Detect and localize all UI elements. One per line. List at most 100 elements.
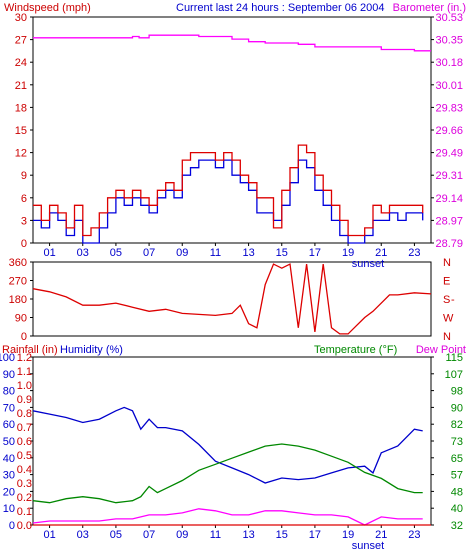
- temperature-y-tick-label: 107: [445, 369, 463, 381]
- x-tick-label: 09: [176, 247, 188, 259]
- barometer-y-tick-label: 29.66: [435, 125, 463, 137]
- windspeed-y-tick-label: 24: [15, 57, 27, 69]
- compass-label: W: [443, 313, 454, 325]
- rainfall-y-tick-label: 0.9: [17, 394, 32, 406]
- windspeed-y-tick-label: 6: [21, 193, 27, 205]
- rainfall-y-tick-label: 0.4: [17, 464, 32, 476]
- rainfall-y-tick-label: 0.1: [17, 506, 32, 518]
- windspeed-panel-series: [33, 34, 431, 244]
- rainfall-y-tick-label: 0.0: [17, 520, 32, 532]
- humidity-y-tick-label: 100: [0, 352, 15, 364]
- rainfall-y-tick-label: 0.5: [17, 450, 32, 462]
- humidity-axis-label: Humidity (%): [60, 344, 123, 356]
- humidity-panel-series: [32, 406, 431, 526]
- x-tick-label: 11: [210, 247, 221, 259]
- humidity-y-tick-label: 50: [3, 436, 15, 448]
- humidity-y-tick-label: 60: [3, 419, 15, 431]
- wind_dir-line: [32, 263, 432, 335]
- humidity-y-tick-label: 80: [3, 386, 15, 398]
- rainfall-y-tick-label: 1.0: [17, 380, 32, 392]
- barometer-y-tick-label: 29.31: [435, 170, 463, 182]
- barometer-line: [33, 34, 431, 52]
- windspeed-y-tick-label: 15: [15, 125, 27, 137]
- x-tick-label: 19: [342, 247, 354, 259]
- x-tick-label: 15: [276, 247, 288, 259]
- x-tick-label: 07: [143, 247, 155, 259]
- humidity-line: [32, 406, 423, 484]
- x-tick-label: 07: [143, 529, 155, 541]
- direction-y-tick-label: 360: [9, 257, 27, 269]
- barometer-y-tick-label: 30.35: [435, 35, 463, 47]
- rainfall-y-tick-label: 0.2: [17, 492, 32, 504]
- temperature-y-tick-label: 65: [451, 453, 463, 465]
- humidity-y-tick-label: 70: [3, 402, 15, 414]
- barometer-y-tick-label: 29.83: [435, 102, 463, 114]
- windspeed-y-tick-label: 18: [15, 102, 27, 114]
- temperature-y-tick-label: 115: [445, 352, 463, 364]
- temperature-y-tick-label: 32: [451, 520, 463, 532]
- compass-label: N: [443, 257, 451, 269]
- humidity-panel-ticks: 01020304050607080901000.00.10.20.30.40.5…: [0, 352, 463, 551]
- compass-label: N: [443, 331, 451, 343]
- barometer-y-tick-label: 29.14: [435, 193, 463, 205]
- rainfall-y-tick-label: 1.2: [17, 352, 32, 364]
- x-tick-label: 17: [309, 247, 321, 259]
- temperature-y-tick-label: 73: [451, 436, 463, 448]
- temperature-y-tick-label: 48: [451, 486, 463, 498]
- x-tick-label: 21: [375, 247, 387, 259]
- compass-label: E: [443, 276, 450, 288]
- x-tick-label: 01: [43, 247, 55, 259]
- temperature-y-tick-label: 40: [451, 503, 463, 515]
- rainfall-y-tick-label: 1.1: [17, 366, 32, 378]
- barometer-y-tick-label: 30.18: [435, 57, 463, 69]
- direction-panel-series: [32, 263, 432, 335]
- humidity-y-tick-label: 20: [3, 486, 15, 498]
- x-tick-label: 13: [242, 529, 254, 541]
- windspeed-axis-label: Windspeed (mph): [4, 2, 91, 14]
- temperature-y-tick-label: 82: [451, 419, 463, 431]
- x-tick-label: 05: [110, 247, 122, 259]
- x-tick-label: 05: [110, 529, 122, 541]
- direction-y-tick-label: 270: [9, 276, 27, 288]
- windspeed-y-tick-label: 0: [21, 238, 27, 250]
- windspeed-y-tick-label: 3: [21, 215, 27, 227]
- dew-point-axis-label: Dew Point: [416, 344, 466, 356]
- windspeed-y-tick-label: 27: [15, 35, 27, 47]
- humidity-y-tick-label: 30: [3, 470, 15, 482]
- direction-y-tick-label: 0: [21, 331, 27, 343]
- humidity-y-tick-label: 0: [9, 520, 15, 532]
- windspeed-y-tick-label: 9: [21, 170, 27, 182]
- barometer-y-tick-label: 28.97: [435, 215, 463, 227]
- temperature-y-tick-label: 98: [451, 386, 463, 398]
- x-tick-label: 03: [77, 247, 89, 259]
- sunset-label: sunset: [352, 540, 384, 551]
- temperature-line: [32, 443, 423, 504]
- windspeed-y-tick-label: 30: [15, 12, 27, 24]
- x-tick-label: 15: [276, 529, 288, 541]
- humidity-y-tick-label: 90: [3, 369, 15, 381]
- compass-dash: -: [451, 294, 455, 306]
- windspeed-y-tick-label: 21: [15, 80, 27, 92]
- chart-title: Current last 24 hours : September 06 200…: [176, 2, 385, 14]
- barometer-y-tick-label: 28.79: [435, 238, 463, 250]
- rainfall-y-tick-label: 0.6: [17, 436, 32, 448]
- direction-y-tick-label: 90: [15, 313, 27, 325]
- temperature-y-tick-label: 90: [451, 402, 463, 414]
- sunset-label: sunset: [352, 258, 384, 270]
- barometer-y-tick-label: 30.53: [435, 12, 463, 24]
- x-tick-label: 03: [77, 529, 89, 541]
- barometer-y-tick-label: 30.01: [435, 80, 463, 92]
- humidity-y-tick-label: 10: [3, 503, 15, 515]
- x-tick-label: 13: [242, 247, 254, 259]
- windspeed-panel-ticks: 03691215182124273028.7928.9729.1429.3129…: [15, 12, 463, 270]
- x-tick-label: 01: [43, 529, 55, 541]
- barometer-axis-label: Barometer (in.): [393, 2, 466, 14]
- x-tick-label: 09: [176, 529, 188, 541]
- x-tick-label: 11: [210, 529, 221, 541]
- rainfall-y-tick-label: 0.7: [17, 422, 32, 434]
- x-tick-label: 23: [408, 529, 420, 541]
- barometer-y-tick-label: 29.49: [435, 148, 463, 160]
